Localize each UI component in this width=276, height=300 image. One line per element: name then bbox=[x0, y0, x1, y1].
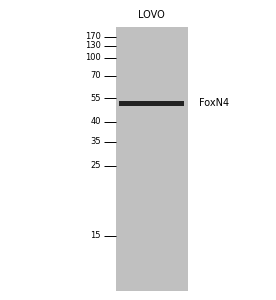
Text: 70: 70 bbox=[90, 71, 101, 80]
Bar bbox=[116, 27, 188, 291]
Text: 25: 25 bbox=[90, 161, 101, 170]
Text: FoxN4: FoxN4 bbox=[199, 98, 229, 109]
Text: 40: 40 bbox=[90, 117, 101, 126]
Text: 170: 170 bbox=[85, 32, 101, 41]
Text: 15: 15 bbox=[90, 231, 101, 240]
Text: LOVO: LOVO bbox=[139, 10, 165, 20]
Text: 35: 35 bbox=[90, 137, 101, 146]
Text: 130: 130 bbox=[85, 41, 101, 50]
Text: 55: 55 bbox=[90, 94, 101, 103]
Bar bbox=[119, 101, 184, 106]
Text: 100: 100 bbox=[85, 53, 101, 62]
